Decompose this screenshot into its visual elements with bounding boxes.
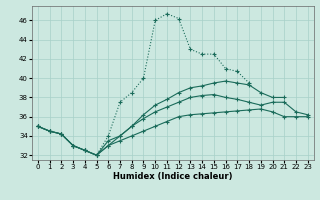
X-axis label: Humidex (Indice chaleur): Humidex (Indice chaleur) — [113, 172, 233, 181]
